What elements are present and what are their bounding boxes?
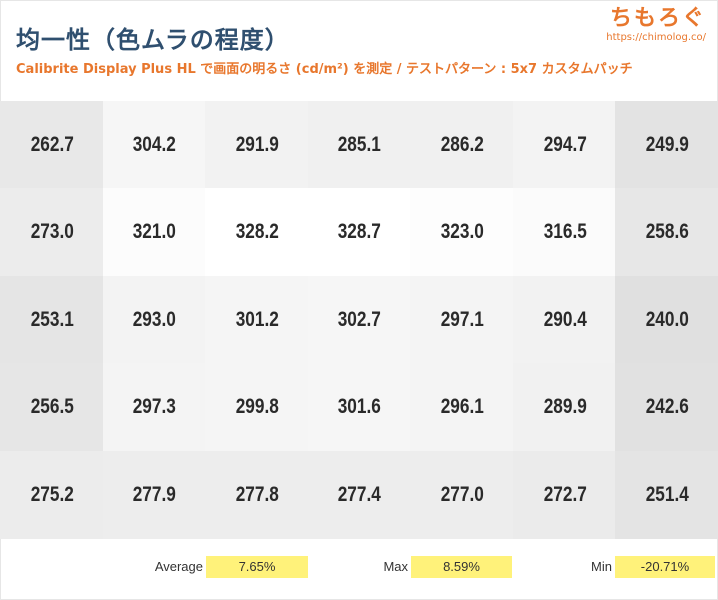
stat-max-value: 8.59% — [411, 556, 512, 578]
heatmap-cell: 256.5 — [0, 363, 104, 452]
heatmap-cell-value: 285.1 — [338, 133, 382, 156]
stats-footer: Average 7.65% Max 8.59% Min -20.71% — [0, 556, 718, 578]
heatmap-cell-value: 328.7 — [338, 220, 382, 244]
heatmap-cell: 301.2 — [205, 275, 310, 364]
uniformity-heatmap: 262.7 304.2 291.9 285.1 286.2 294.7 249.9 273.0… — [0, 101, 718, 539]
stat-min-value: -20.71% — [615, 556, 715, 578]
heatmap-cell-value: 289.9 — [543, 395, 587, 419]
heatmap-cell-value: 256.5 — [30, 395, 74, 419]
heatmap-cell-value: 258.6 — [645, 220, 689, 244]
heatmap-cell-value: 290.4 — [543, 307, 587, 331]
heatmap-cell-value: 293.0 — [133, 307, 177, 331]
heatmap-cell: 290.4 — [512, 275, 617, 364]
heatmap-cell: 323.0 — [410, 188, 515, 277]
heatmap-cell: 297.3 — [102, 363, 207, 452]
heatmap-cell-value: 321.0 — [133, 220, 177, 244]
heatmap-cell-value: 277.0 — [440, 482, 484, 506]
heatmap-cell: 293.0 — [102, 275, 207, 364]
heatmap-cell: 277.0 — [410, 450, 515, 539]
heatmap-cell-value: 299.8 — [235, 395, 279, 419]
heatmap-cell: 301.6 — [307, 363, 412, 452]
heatmap-cell: 299.8 — [205, 363, 310, 452]
heatmap-cell-value: 251.4 — [645, 482, 689, 506]
heatmap-cell: 316.5 — [512, 188, 617, 277]
heatmap-cell: 262.7 — [0, 101, 104, 189]
heatmap-cell-value: 275.2 — [30, 482, 74, 506]
logo-url: https://chimolog.co/ — [606, 32, 706, 43]
heatmap-cell-value: 277.4 — [338, 482, 382, 506]
heatmap-cell: 249.9 — [615, 101, 718, 189]
chart-title: 均一性（色ムラの程度） — [16, 26, 290, 54]
heatmap-cell-value: 328.2 — [235, 220, 279, 244]
heatmap-cell: 273.0 — [0, 188, 104, 277]
heatmap-cell-value: 262.7 — [30, 133, 74, 156]
heatmap-cell: 285.1 — [307, 101, 412, 189]
chart-subtitle: Calibrite Display Plus HL で画面の明るさ (cd/m²… — [16, 62, 633, 77]
heatmap-cell-value: 273.0 — [30, 220, 74, 244]
heatmap-cell-value: 304.2 — [133, 133, 177, 156]
heatmap-cell-value: 291.9 — [235, 133, 279, 156]
heatmap-cell-value: 272.7 — [543, 482, 587, 506]
heatmap-cell: 277.4 — [307, 450, 412, 539]
heatmap-cell-value: 249.9 — [645, 133, 689, 156]
heatmap-cell-value: 297.3 — [133, 395, 177, 419]
stat-max-label: Max — [383, 559, 408, 574]
heatmap-cell: 289.9 — [512, 363, 617, 452]
heatmap-cell: 304.2 — [102, 101, 207, 189]
heatmap-cell: 253.1 — [0, 275, 104, 364]
stat-average-label: Average — [154, 559, 203, 574]
heatmap-cell: 321.0 — [102, 188, 207, 277]
heatmap-cell: 328.7 — [307, 188, 412, 277]
heatmap-cell-value: 242.6 — [645, 395, 689, 419]
heatmap-cell-value: 297.1 — [440, 307, 484, 331]
heatmap-cell: 302.7 — [307, 275, 412, 364]
heatmap-cell: 328.2 — [205, 188, 310, 277]
heatmap-cell: 296.1 — [410, 363, 515, 452]
heatmap-cell: 275.2 — [0, 450, 104, 539]
stat-min-label: Min — [591, 559, 612, 574]
heatmap-cell: 277.9 — [102, 450, 207, 539]
heatmap-cell-value: 286.2 — [440, 133, 484, 156]
site-logo: ちもろぐ https://chimolog.co/ — [606, 6, 706, 43]
heatmap-cell-value: 277.8 — [235, 482, 279, 506]
logo-wordmark: ちもろぐ — [609, 6, 706, 31]
heatmap-cell: 277.8 — [205, 450, 310, 539]
heatmap-cell-value: 296.1 — [440, 395, 484, 419]
heatmap-cell-value: 301.2 — [235, 307, 279, 331]
heatmap-cell: 286.2 — [410, 101, 515, 189]
heatmap-cell: 242.6 — [615, 363, 718, 452]
heatmap-cell-value: 294.7 — [543, 133, 587, 156]
heatmap-cell: 251.4 — [615, 450, 718, 539]
heatmap-cell: 240.0 — [615, 275, 718, 364]
heatmap-cell-value: 240.0 — [645, 307, 689, 331]
heatmap-cell-value: 301.6 — [338, 395, 382, 419]
heatmap-cell: 291.9 — [205, 101, 310, 189]
heatmap-cell-value: 277.9 — [133, 482, 177, 506]
heatmap-cell: 258.6 — [615, 188, 718, 277]
heatmap-cell: 272.7 — [512, 450, 617, 539]
heatmap-cell: 297.1 — [410, 275, 515, 364]
heatmap-cell: 294.7 — [512, 101, 617, 189]
stat-average-value: 7.65% — [206, 556, 308, 578]
heatmap-cell-value: 253.1 — [30, 307, 74, 331]
heatmap-cell-value: 302.7 — [338, 307, 382, 331]
heatmap-cell-value: 323.0 — [440, 220, 484, 244]
heatmap-cell-value: 316.5 — [543, 220, 587, 244]
